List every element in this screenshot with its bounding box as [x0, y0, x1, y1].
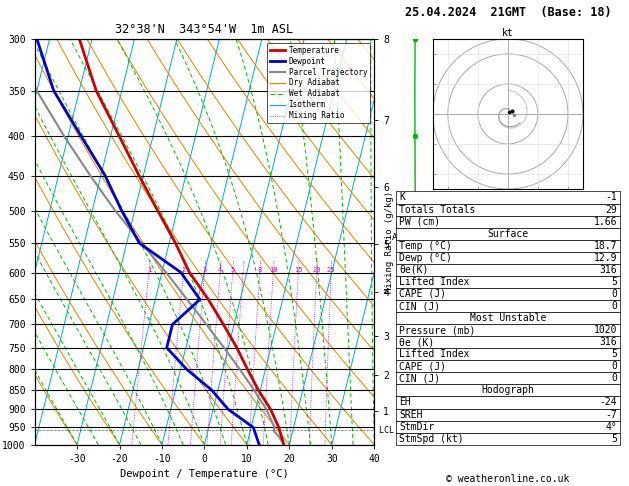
Text: 0: 0	[611, 361, 617, 371]
Text: 5: 5	[611, 434, 617, 444]
Y-axis label: km
ASL: km ASL	[392, 223, 408, 242]
Text: CAPE (J): CAPE (J)	[399, 361, 447, 371]
Text: CIN (J): CIN (J)	[399, 301, 440, 311]
Title: kt: kt	[502, 28, 514, 38]
X-axis label: Dewpoint / Temperature (°C): Dewpoint / Temperature (°C)	[120, 469, 289, 479]
Text: 5: 5	[611, 277, 617, 287]
Text: Totals Totals: Totals Totals	[399, 205, 476, 214]
Text: 25: 25	[327, 266, 335, 273]
Text: -7: -7	[605, 410, 617, 419]
Text: Most Unstable: Most Unstable	[470, 313, 546, 323]
Text: K: K	[399, 192, 405, 203]
Text: 0: 0	[611, 289, 617, 299]
Text: Temp (°C): Temp (°C)	[399, 241, 452, 251]
Text: Pressure (mb): Pressure (mb)	[399, 325, 476, 335]
Text: 25.04.2024  21GMT  (Base: 18): 25.04.2024 21GMT (Base: 18)	[404, 6, 611, 19]
Text: 1.66: 1.66	[594, 217, 617, 226]
Text: 316: 316	[599, 265, 617, 275]
Text: CAPE (J): CAPE (J)	[399, 289, 447, 299]
Text: 15: 15	[294, 266, 303, 273]
Text: 0: 0	[611, 301, 617, 311]
Text: 4°: 4°	[605, 421, 617, 432]
Text: LCL: LCL	[374, 426, 394, 435]
Text: 20: 20	[313, 266, 321, 273]
Text: Dewp (°C): Dewp (°C)	[399, 253, 452, 263]
Text: 0: 0	[611, 373, 617, 383]
Text: -1: -1	[605, 192, 617, 203]
Text: -24: -24	[599, 398, 617, 407]
Text: 4: 4	[218, 266, 222, 273]
Text: 1: 1	[147, 266, 151, 273]
Text: 10: 10	[269, 266, 277, 273]
Text: 316: 316	[599, 337, 617, 347]
Text: 1020: 1020	[594, 325, 617, 335]
Legend: Temperature, Dewpoint, Parcel Trajectory, Dry Adiabat, Wet Adiabat, Isotherm, Mi: Temperature, Dewpoint, Parcel Trajectory…	[267, 43, 370, 123]
Text: θe(K): θe(K)	[399, 265, 429, 275]
Text: 8: 8	[258, 266, 262, 273]
Text: θe (K): θe (K)	[399, 337, 435, 347]
Text: 29: 29	[605, 205, 617, 214]
Text: 5: 5	[611, 349, 617, 359]
Text: SREH: SREH	[399, 410, 423, 419]
Text: 12.9: 12.9	[594, 253, 617, 263]
Text: Lifted Index: Lifted Index	[399, 349, 470, 359]
Text: PW (cm): PW (cm)	[399, 217, 440, 226]
Text: Hodograph: Hodograph	[481, 385, 535, 396]
Text: Mixing Ratio (g/kg): Mixing Ratio (g/kg)	[386, 191, 394, 293]
Text: © weatheronline.co.uk: © weatheronline.co.uk	[446, 473, 570, 484]
Title: 32°38'N  343°54'W  1m ASL: 32°38'N 343°54'W 1m ASL	[115, 23, 294, 36]
Text: 3: 3	[203, 266, 207, 273]
Text: CIN (J): CIN (J)	[399, 373, 440, 383]
Text: 5: 5	[231, 266, 235, 273]
Text: 2: 2	[181, 266, 186, 273]
Text: Lifted Index: Lifted Index	[399, 277, 470, 287]
Text: Surface: Surface	[487, 229, 528, 239]
Text: StmDir: StmDir	[399, 421, 435, 432]
Text: EH: EH	[399, 398, 411, 407]
Text: StmSpd (kt): StmSpd (kt)	[399, 434, 464, 444]
Text: 18.7: 18.7	[594, 241, 617, 251]
